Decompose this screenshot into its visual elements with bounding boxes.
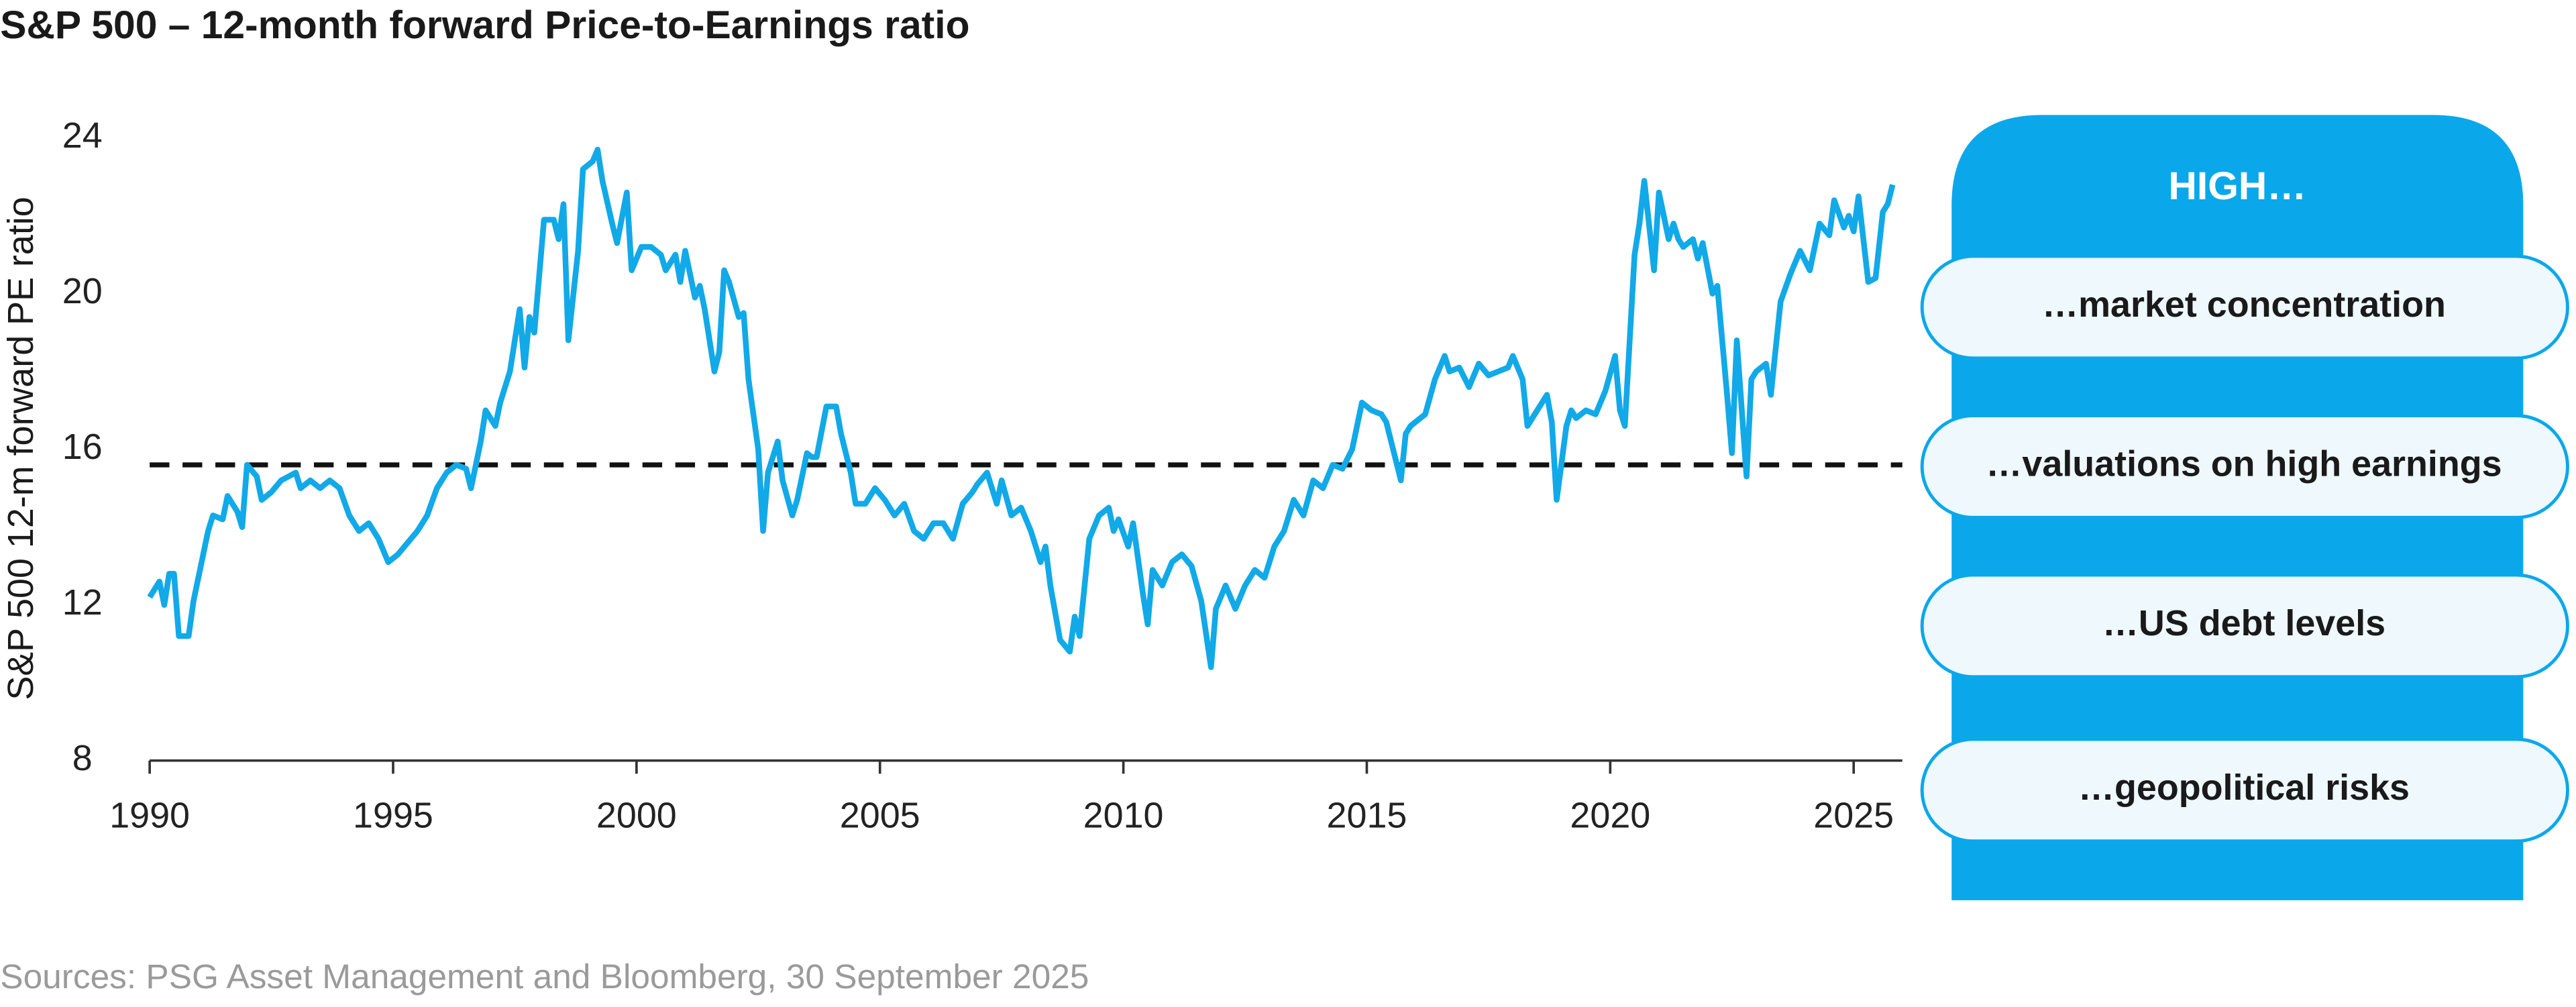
- x-tick-label: 2020: [1570, 796, 1650, 836]
- chart-title: S&P 500 – 12-month forward Price-to-Earn…: [0, 3, 969, 47]
- x-tick-label: 2015: [1327, 796, 1407, 836]
- y-axis-label: S&P 500 12-m forward PE ratio: [1, 197, 41, 700]
- y-tick-label: 8: [72, 738, 93, 778]
- y-tick-label: 24: [62, 115, 103, 156]
- panel-item-text: …market concentration: [2042, 284, 2446, 325]
- y-tick-label: 16: [62, 427, 103, 467]
- panel-item-box: [1920, 573, 2569, 679]
- pe-line: [147, 146, 1896, 670]
- panel-item-box: [1920, 254, 2569, 360]
- panel-item-text: …valuations on high earnings: [1986, 444, 2502, 484]
- panel-item-text: …US debt levels: [2102, 603, 2385, 643]
- x-tick-label: 2000: [596, 796, 677, 836]
- panel-item-text: …geopolitical risks: [2078, 767, 2410, 808]
- x-tick-label: 2025: [1813, 796, 1894, 836]
- y-tick-label: 20: [62, 271, 103, 311]
- x-tick-label: 2005: [840, 796, 920, 836]
- x-tick-label: 2010: [1083, 796, 1164, 836]
- panel-title: HIGH…: [2168, 164, 2306, 208]
- x-tick-label: 1995: [353, 796, 433, 836]
- source-note: Sources: PSG Asset Management and Bloomb…: [0, 957, 1089, 996]
- y-tick-label: 12: [62, 582, 103, 623]
- x-tick-label: 1990: [109, 796, 190, 836]
- callout-panel: HIGH… …market concentration …valuations o…: [1920, 115, 2569, 900]
- panel-item-box: [1920, 414, 2569, 519]
- panel-item-box: [1920, 737, 2569, 843]
